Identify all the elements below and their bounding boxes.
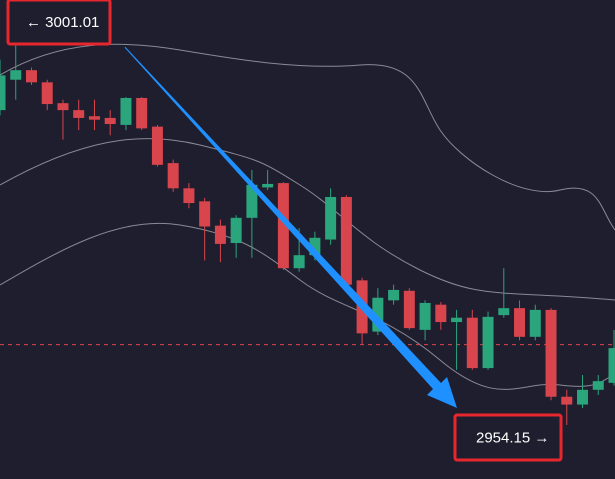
- lower-band: [0, 222, 615, 390]
- candle-body: [451, 317, 463, 323]
- candle-body: [104, 117, 116, 125]
- candle-body: [230, 217, 242, 244]
- candle-body: [0, 75, 6, 111]
- candle-body: [325, 196, 337, 240]
- annotation-box: [6, 0, 112, 46]
- candle-body: [246, 184, 258, 218]
- candle-body: [419, 302, 431, 330]
- candle-body: [545, 309, 557, 397]
- candle-body: [25, 70, 37, 83]
- candle-body: [214, 225, 226, 244]
- candle-body: [514, 308, 526, 337]
- candle-body: [388, 289, 400, 301]
- candle-body: [592, 381, 604, 390]
- trend-arrow: [124, 46, 457, 409]
- candles: [0, 17, 615, 425]
- candle-body: [577, 389, 589, 405]
- overlays: ← 3001.01 2954.15 →: [6, 0, 563, 462]
- candle-body: [372, 297, 384, 332]
- candle-body: [57, 103, 69, 111]
- bollinger-bands: [0, 43, 615, 390]
- candle-body: [466, 317, 478, 369]
- candle-body: [529, 309, 541, 337]
- candle-body: [41, 82, 53, 105]
- candle-body: [183, 188, 195, 204]
- candle-body: [608, 348, 615, 383]
- candle-body: [199, 201, 211, 227]
- candle-body: [151, 126, 163, 165]
- candle-body: [73, 110, 85, 118]
- candle-body: [10, 70, 22, 80]
- middle-band: [0, 138, 615, 301]
- candle-body: [435, 304, 447, 323]
- upper-band: [0, 43, 615, 231]
- candle-body: [88, 116, 100, 120]
- annotation-label: 2954.15 →: [476, 429, 549, 446]
- candle-body: [309, 237, 321, 256]
- candle-body: [482, 316, 494, 369]
- candle-body: [498, 308, 510, 316]
- annotation-box: [453, 413, 563, 462]
- candle-body: [561, 396, 573, 405]
- candle-body: [136, 97, 148, 129]
- candle-body: [403, 290, 415, 329]
- candle-body: [120, 97, 132, 125]
- candle-body: [277, 183, 289, 269]
- candle-body: [167, 163, 179, 189]
- annotation-label: ← 3001.01: [26, 14, 99, 31]
- candle-body: [293, 255, 305, 269]
- candle-body: [340, 196, 352, 285]
- candle-body: [262, 183, 274, 188]
